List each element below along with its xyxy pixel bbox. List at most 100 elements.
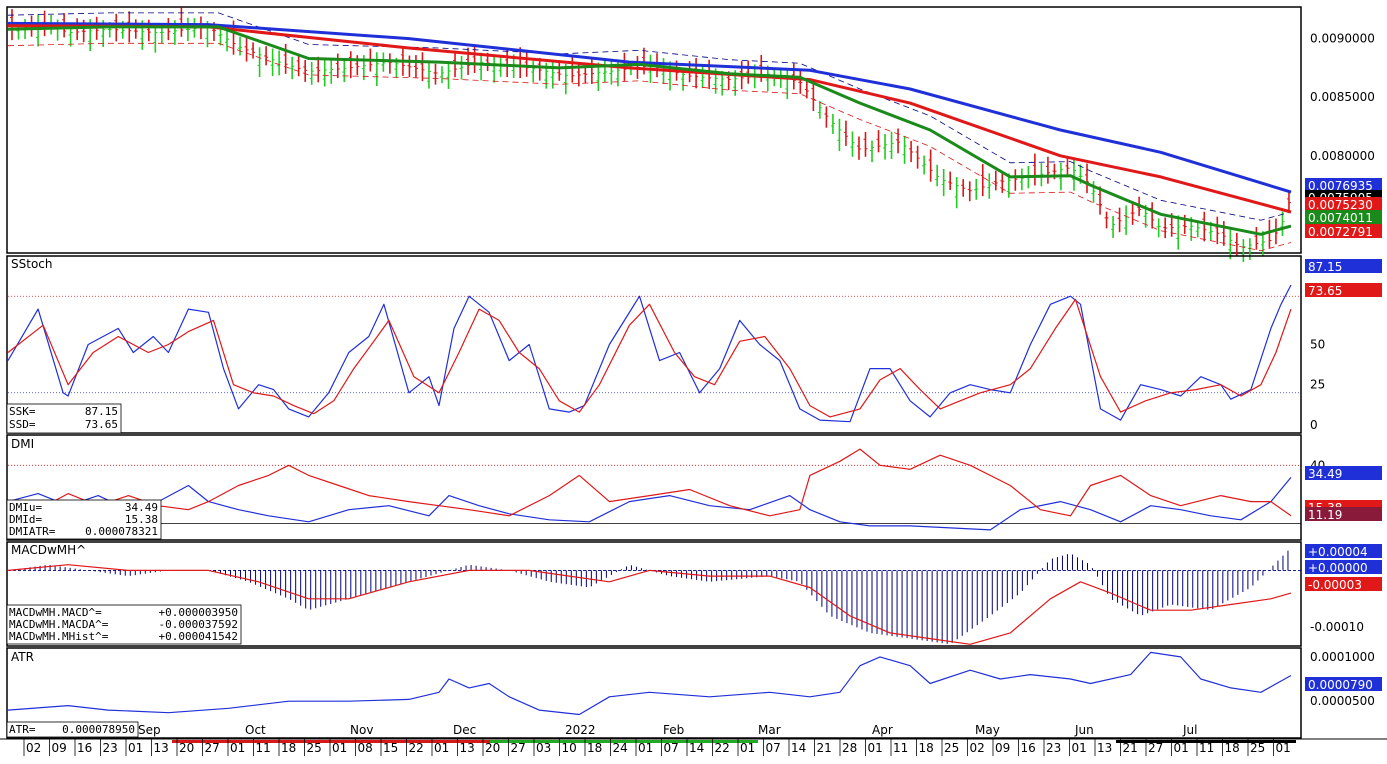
x-day-label: 23: [103, 741, 118, 755]
x-day-label: 01: [332, 741, 347, 755]
x-month-label: Jul: [1182, 723, 1197, 737]
atr-value-tag: 0.0000790: [1308, 678, 1373, 692]
ma-green-line: [7, 25, 1292, 236]
x-month-label: Oct: [245, 723, 266, 737]
atr-readout-label: ATR=: [9, 723, 36, 736]
x-day-label: 11: [256, 741, 271, 755]
x-day-label: 07: [664, 741, 679, 755]
atr-readout-box: [6, 721, 139, 738]
dmi-dmid-line: [7, 448, 1292, 517]
price-value-tag: 0.0072791: [1308, 225, 1373, 239]
sstoch-readout-value: 87.15: [85, 405, 118, 418]
macd-title: MACDwMH^: [11, 543, 86, 557]
x-day-label: 16: [77, 741, 92, 755]
sstoch-tick-label: 0: [1310, 418, 1318, 432]
x-axis-color-bar: [490, 740, 758, 743]
x-month-label: Nov: [350, 723, 373, 737]
price-tick-label: 0.0085000: [1310, 90, 1375, 104]
sstoch-readout-box: [6, 403, 122, 434]
price-value-tag-bg: [1305, 178, 1382, 192]
x-day-label: 13: [460, 741, 475, 755]
x-day-label: 15: [383, 741, 398, 755]
x-axis-color-bar: [1116, 740, 1296, 743]
x-day-label: 22: [715, 741, 730, 755]
dmi-readout-label: DMIATR=: [9, 525, 56, 538]
ma-blue-line: [7, 21, 1292, 194]
price-value-tag: 0.0075230: [1308, 198, 1373, 212]
x-day-label: 01: [868, 741, 883, 755]
atr-readout-value: 0.000078950: [62, 723, 135, 736]
macd-value-tag-bg: [1305, 560, 1382, 574]
x-month-label: Sep: [138, 723, 161, 737]
x-month-label: Apr: [872, 723, 893, 737]
price-panel: [6, 6, 1302, 254]
sstoch-readout-label: SSK=: [9, 405, 36, 418]
macd-readout-value: -0.000037592: [159, 618, 238, 631]
sstoch-value-tag-bg: [1305, 259, 1382, 273]
macd-readout-label: MACDwMH.MACD^=: [9, 606, 102, 619]
x-day-label: 01: [434, 741, 449, 755]
price-tick-label: 0.0080000: [1310, 149, 1375, 163]
x-day-label: 01: [230, 741, 245, 755]
x-month-label: Feb: [663, 723, 684, 737]
x-day-label: 13: [154, 741, 169, 755]
x-day-label: 27: [205, 741, 220, 755]
sstoch-readout-label: SSD=: [9, 418, 36, 431]
macd-panel: [6, 541, 1302, 647]
macd-value-tag: +0.00004: [1308, 545, 1368, 559]
dmi-value-tag-bg: [1305, 466, 1382, 480]
x-day-label: 27: [511, 741, 526, 755]
sstoch-readout-value: 73.65: [85, 418, 118, 431]
sstoch-tick-label: 25: [1310, 378, 1325, 392]
x-day-label: 18: [919, 741, 934, 755]
macd-readout-label: MACDwMH.MACDA^=: [9, 618, 109, 631]
ma-red-line: [7, 24, 1292, 214]
x-day-label: 21: [817, 741, 832, 755]
x-day-label: 25: [944, 741, 959, 755]
macd-readout-label: MACDwMH.MHist^=: [9, 630, 109, 643]
price-value-tag-bg: [1305, 197, 1382, 211]
atr-title: ATR: [11, 650, 34, 664]
x-day-label: 01: [1072, 741, 1087, 755]
sstoch-value-tag: 87.15: [1308, 260, 1342, 274]
x-day-label: 11: [1199, 741, 1214, 755]
price-value-tag-bg: [1305, 210, 1382, 224]
x-month-label: Mar: [758, 723, 781, 737]
x-day-label: 25: [307, 741, 322, 755]
sstoch-tick-label: 50: [1310, 338, 1325, 352]
dmi-readout-value: 0.000078321: [85, 525, 158, 538]
x-day-label: 01: [128, 741, 143, 755]
x-day-label: 18: [587, 741, 602, 755]
x-day-label: 16: [1021, 741, 1036, 755]
x-day-label: 01: [740, 741, 755, 755]
x-day-label: 09: [995, 741, 1010, 755]
x-month-label: 2022: [565, 723, 596, 737]
x-month-label: May: [975, 723, 1000, 737]
price-value-tag-bg: [1305, 224, 1382, 238]
x-day-label: 01: [1174, 741, 1189, 755]
x-day-label: 09: [52, 741, 67, 755]
macd-readout-value: +0.000003950: [159, 606, 238, 619]
price-value-tag: 0.0076935: [1308, 179, 1373, 193]
x-axis-color-bar: [172, 740, 490, 743]
x-day-label: 14: [689, 741, 704, 755]
dmi-panel: [6, 434, 1302, 541]
sstoch-value-tag-bg: [1305, 283, 1382, 297]
x-day-label: 18: [1225, 741, 1240, 755]
dmi-readout-label: DMIu=: [9, 501, 42, 514]
x-month-label: Dec: [453, 723, 476, 737]
x-day-label: 08: [358, 741, 373, 755]
macd-value-tag: +0.00000: [1308, 561, 1368, 575]
x-day-label: 13: [1097, 741, 1112, 755]
dmi-readout-value: 34.49: [125, 501, 158, 514]
x-day-label: 23: [1046, 741, 1061, 755]
atr-value-tag-bg: [1305, 677, 1382, 691]
x-day-label: 02: [26, 741, 41, 755]
x-day-label: 01: [638, 741, 653, 755]
x-day-label: 22: [409, 741, 424, 755]
x-day-label: 02: [970, 741, 985, 755]
x-day-label: 20: [179, 741, 194, 755]
dmi-readout-box: [6, 499, 162, 540]
